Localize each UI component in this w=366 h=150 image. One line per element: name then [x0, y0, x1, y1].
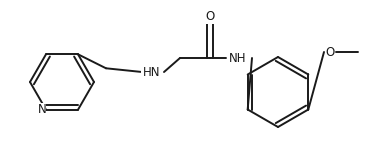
Text: O: O	[205, 11, 214, 24]
Text: N: N	[38, 103, 46, 116]
Text: O: O	[325, 45, 335, 58]
Text: NH: NH	[229, 51, 247, 64]
Text: HN: HN	[143, 66, 161, 78]
